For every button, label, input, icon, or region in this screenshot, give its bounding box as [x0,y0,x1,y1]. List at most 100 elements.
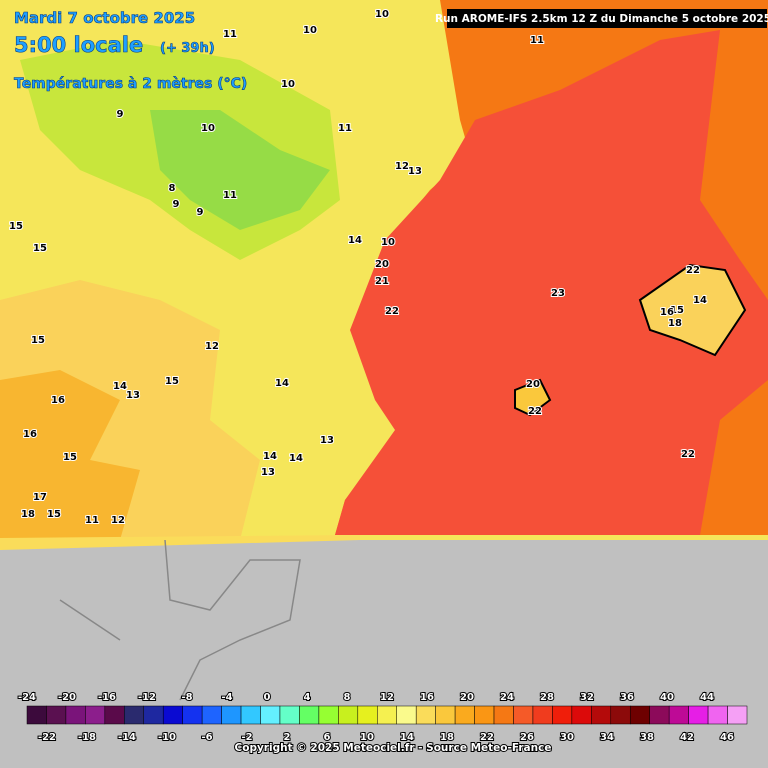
date: Mardi 7 octobre 2025 [14,9,195,27]
colorbar-cell [162,705,183,725]
colorbar-cell [201,705,222,725]
colorbar-cell [260,705,281,725]
colorbar-cell [46,705,67,725]
colorbar-cell [396,705,417,725]
colorbar-cell [571,705,592,725]
contour-label: 13 [126,390,140,401]
contour-label: 13 [261,467,275,478]
colorbar-cell [591,705,612,725]
contour-label: 8 [169,183,176,194]
colorbar-cell [610,705,631,725]
colorbar-cell [552,705,573,725]
contour-label: 16 [51,395,65,406]
colorbar-label: -14 [118,732,136,743]
contour-label: 22 [385,306,399,317]
contour-label: 23 [551,288,565,299]
contour-label: 9 [197,207,204,218]
contour-label: 10 [201,123,215,134]
contour-label: 16 [660,307,674,318]
colorbar-label: 22 [480,732,494,743]
contour-label: 17 [33,492,47,503]
contour-label: 15 [63,452,77,463]
colorbar-cell [377,705,397,725]
contour-label: 9 [117,109,124,120]
contour-label: 18 [21,509,35,520]
colorbar-label: -12 [138,692,156,703]
cold-land [150,110,330,230]
colorbar-cell [649,705,670,725]
colorbar-label: 38 [640,732,654,743]
contour-label: 13 [408,166,422,177]
contour-label: 15 [47,509,61,520]
contour-label: 14 [263,451,277,462]
contour-label: 12 [205,341,219,352]
contour-label: 15 [9,221,23,232]
colorbar-cell [182,705,203,725]
colorbar-label: -24 [18,692,36,703]
contour-label: 16 [23,429,37,440]
contour-label: 12 [395,161,409,172]
colorbar-label: 14 [400,732,414,743]
colorbar-label: -16 [98,692,116,703]
contour-label: 22 [528,406,542,417]
colorbar-cell [493,705,514,725]
colorbar-label: 32 [580,692,594,703]
colorbar-cell [707,705,728,725]
colorbar-cell [85,705,106,725]
colorbar-cell [688,705,709,725]
run-info: Run AROME-IFS 2.5km 12 Z du Dimanche 5 o… [435,13,768,25]
colorbar-label: 28 [540,692,554,703]
contour-label: 11 [338,123,352,134]
contour-label: 13 [320,435,334,446]
colorbar-cell [435,705,456,725]
contour-label: 14 [348,235,362,246]
colorbar-label: 30 [560,732,574,743]
colorbar-label: -8 [181,692,192,703]
contour-label: 18 [668,318,682,329]
map-edge [0,535,360,550]
colorbar-cell [668,705,689,725]
colorbar-cell [279,705,300,725]
contour-label: 20 [375,259,389,270]
colorbar-label: 4 [304,692,311,703]
copyright: Copyright © 2025 Meteociel.fr - Source M… [235,742,552,754]
contour-label: 22 [681,449,695,460]
contour-label: 10 [375,9,389,20]
contour-label: 21 [375,276,389,287]
colorbar-label: 46 [720,732,734,743]
colorbar-label: 26 [520,732,534,743]
sea-hot [335,30,768,535]
contour-label: 15 [31,335,45,346]
time: 5:00 locale [14,33,143,57]
colorbar-label: 18 [440,732,454,743]
contour-label: 11 [530,35,544,46]
border [59,539,301,701]
island-ibiza [514,378,552,417]
colorbar-label: 24 [500,692,514,703]
contour-label: 15 [670,305,684,316]
colorbar-label: -6 [201,732,212,743]
colorbar-label: -2 [241,732,252,743]
colorbar-cell [513,705,534,725]
colorbar-cell [727,705,748,725]
colorbar-label: 8 [344,692,351,703]
colorbar-cell [240,705,261,725]
colorbar-cell [221,705,242,725]
contour-label: 11 [85,515,99,526]
contour-label: 12 [111,515,125,526]
colorbar-label: -20 [58,692,76,703]
colorbar-cell [65,705,86,725]
lead-time: (+ 39h) [160,41,215,56]
run-box [447,9,767,28]
field-title: Températures à 2 mètres (°C) [14,76,247,92]
warmer-land [0,370,140,540]
colorbar-label: 6 [324,732,331,743]
colorbar-cell [26,705,47,725]
contour-label: 14 [693,295,707,306]
colorbar-cell [474,705,495,725]
contour-label: 11 [223,190,237,201]
contour-label: 10 [303,25,317,36]
contour-label: 14 [113,381,127,392]
colorbar-label: 42 [680,732,694,743]
contour-label: 14 [275,378,289,389]
